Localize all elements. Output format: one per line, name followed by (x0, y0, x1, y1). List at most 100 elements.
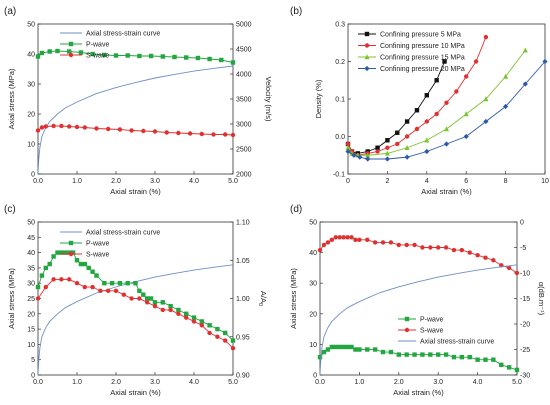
y-axis-label: Axial stress (MPa) (7, 68, 16, 129)
data-point (357, 237, 362, 243)
legend-marker (404, 327, 410, 333)
legend: Confining pressure 5 MPa Confining pressu… (358, 32, 465, 73)
y-tick-label: 50 (309, 220, 317, 227)
y-tick-label: 0 (31, 373, 35, 380)
data-point (125, 53, 130, 58)
data-point (199, 319, 204, 324)
series-line (319, 264, 518, 376)
data-point (137, 53, 142, 59)
data-point (145, 296, 150, 301)
x-tick-label: 3.0 (150, 178, 160, 185)
y-tick-label: 20 (27, 311, 35, 318)
data-point (483, 357, 488, 362)
y2-tick-label: -25 (520, 347, 530, 354)
data-point (176, 307, 181, 313)
data-point (113, 53, 119, 58)
y-tick-label: 0.0 (335, 134, 345, 141)
data-point (152, 300, 158, 305)
data-point (199, 323, 204, 328)
y2-tick-label: 0.95 (236, 334, 250, 341)
data-point (223, 132, 228, 137)
data-point (67, 124, 72, 129)
data-point (357, 347, 362, 352)
legend-label: P-wave (420, 317, 443, 324)
y-tick-label: 25 (27, 296, 35, 303)
data-point (380, 240, 386, 245)
x-tick-label: 4.0 (473, 379, 483, 386)
data-point (424, 137, 430, 143)
data-point (168, 303, 173, 309)
data-point (380, 349, 386, 355)
data-point (375, 149, 380, 154)
data-point (467, 250, 472, 255)
data-point (503, 103, 509, 110)
data-point (102, 281, 107, 286)
data-point (522, 47, 528, 53)
data-point (82, 125, 88, 130)
y-tick-label: 30 (309, 281, 317, 288)
x-axis-label: Axial strain (%) (393, 388, 444, 397)
data-point (365, 156, 371, 162)
data-point (82, 261, 87, 267)
data-point (420, 245, 425, 250)
data-point (70, 250, 76, 255)
data-point (223, 330, 228, 336)
y2-tick-label: -10 (520, 271, 530, 278)
x-tick-label: 1.0 (355, 379, 365, 386)
x-tick-label: 2.0 (111, 379, 121, 386)
data-point (78, 261, 84, 267)
data-point (491, 357, 496, 362)
y2-tick-label: 3000 (236, 122, 252, 129)
data-point (160, 300, 165, 305)
y2-tick-label: 4000 (236, 72, 252, 79)
data-point (195, 55, 201, 61)
data-point (160, 54, 165, 59)
data-point (321, 349, 327, 355)
data-point (459, 354, 465, 360)
data-point (133, 281, 138, 286)
y-tick-label: 10 (27, 342, 35, 349)
data-point (230, 60, 236, 65)
y2-tick-label: 1.10 (236, 220, 250, 227)
data-point (514, 367, 520, 373)
data-point (223, 338, 228, 343)
data-point (106, 288, 111, 294)
y-tick-label: 0.1 (335, 97, 345, 104)
y2-tick-label: 0.90 (236, 373, 250, 380)
data-point (43, 124, 48, 129)
data-point (475, 252, 480, 258)
y2-axis-label: A/A0 (257, 291, 268, 306)
y-axis-label: Axial stress (MPa) (7, 268, 16, 329)
y-tick-label: 5 (31, 357, 35, 364)
data-point (395, 130, 400, 135)
plot-frame (319, 221, 518, 376)
data-point (55, 250, 60, 255)
series-p-wave (35, 48, 236, 65)
data-point (152, 303, 158, 309)
data-point (444, 100, 449, 105)
data-point (176, 130, 181, 136)
data-point (514, 270, 520, 276)
data-point (82, 284, 88, 290)
data-point (117, 127, 123, 132)
series-confining-pressure-5-mpa (345, 59, 447, 156)
legend-marker (68, 52, 74, 58)
data-point (94, 273, 99, 278)
data-point (164, 130, 169, 135)
panel-b: (b) 0 2 4 6 8 10 -0.1 0.0 0.1 0.2 0.3 Axial strain (… (290, 6, 549, 196)
data-point (90, 269, 95, 274)
series-line (37, 65, 234, 175)
series-confining-pressure-15-mpa (345, 47, 528, 158)
data-point (333, 344, 338, 350)
data-point (542, 58, 548, 65)
data-point (35, 54, 41, 59)
x-tick-label: 6 (464, 178, 468, 185)
data-point (442, 59, 447, 64)
x-tick-label: 8 (504, 178, 508, 185)
data-point (67, 49, 72, 54)
x-tick-label: 4.0 (189, 379, 199, 386)
data-point (145, 300, 150, 305)
data-point (176, 311, 181, 316)
data-point (475, 357, 480, 362)
y-tick-label: 30 (27, 82, 35, 89)
